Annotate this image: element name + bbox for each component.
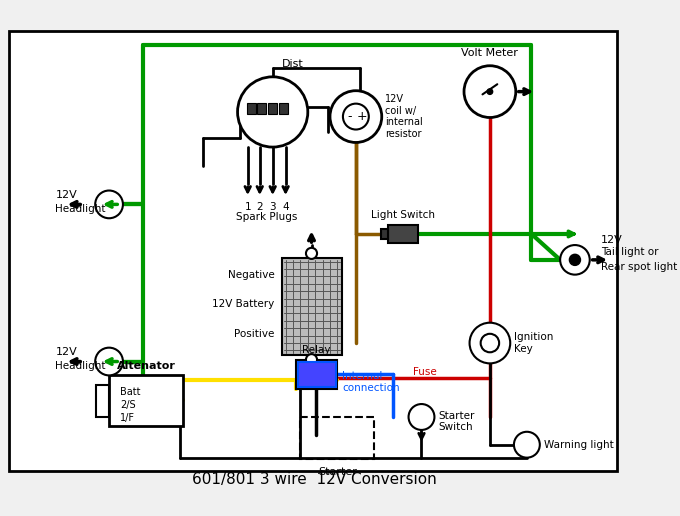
- Text: 12V Battery: 12V Battery: [212, 299, 275, 309]
- Circle shape: [95, 348, 123, 376]
- Text: Internal
connection: Internal connection: [342, 371, 400, 393]
- Bar: [268, 103, 277, 114]
- Text: 12V
coil w/
internal
resistor: 12V coil w/ internal resistor: [386, 94, 423, 139]
- Circle shape: [470, 322, 510, 363]
- Text: Batt: Batt: [120, 387, 141, 397]
- Bar: [247, 103, 256, 114]
- Text: 4: 4: [282, 202, 289, 212]
- Text: Volt Meter: Volt Meter: [462, 48, 518, 58]
- Circle shape: [306, 248, 317, 259]
- Circle shape: [343, 104, 369, 130]
- Text: Warning light: Warning light: [543, 440, 613, 450]
- Text: Starter: Starter: [318, 466, 357, 476]
- Text: Spark Plugs: Spark Plugs: [235, 212, 297, 222]
- Circle shape: [487, 89, 493, 94]
- Text: 12V: 12V: [601, 234, 623, 245]
- Text: Starter
Switch: Starter Switch: [438, 411, 475, 432]
- Text: 2/S: 2/S: [120, 400, 136, 410]
- Bar: [296, 360, 337, 389]
- Text: Headlight: Headlight: [56, 361, 106, 371]
- Text: Altenator: Altenator: [116, 361, 175, 371]
- Bar: [388, 225, 418, 243]
- Text: Rear spot light: Rear spot light: [601, 262, 677, 272]
- Text: Tail light or: Tail light or: [601, 248, 658, 257]
- Bar: [96, 384, 109, 417]
- Bar: [381, 229, 388, 238]
- Text: Positive: Positive: [234, 329, 275, 339]
- Circle shape: [560, 245, 590, 275]
- Circle shape: [481, 334, 499, 352]
- Bar: [301, 417, 375, 459]
- Circle shape: [330, 91, 381, 142]
- Bar: [279, 103, 288, 114]
- Text: 3: 3: [269, 202, 276, 212]
- Text: Dist: Dist: [282, 59, 304, 69]
- Bar: [298, 362, 335, 388]
- Bar: [257, 103, 266, 114]
- Text: Light Switch: Light Switch: [371, 211, 435, 220]
- Bar: [109, 376, 183, 426]
- Circle shape: [464, 66, 516, 118]
- Text: 1: 1: [244, 202, 251, 212]
- Text: 601/801 3 wire  12V Conversion: 601/801 3 wire 12V Conversion: [192, 472, 437, 487]
- Text: Headlight: Headlight: [56, 204, 106, 214]
- Circle shape: [237, 77, 308, 147]
- Circle shape: [569, 254, 581, 265]
- Text: Relay: Relay: [302, 345, 330, 356]
- Circle shape: [514, 432, 540, 458]
- Text: 2: 2: [256, 202, 263, 212]
- Bar: [282, 258, 342, 355]
- Text: -: -: [347, 110, 352, 123]
- Text: 1/F: 1/F: [120, 413, 135, 423]
- Circle shape: [306, 354, 317, 365]
- Text: 12V: 12V: [56, 190, 78, 200]
- Text: Negative: Negative: [228, 270, 275, 280]
- Circle shape: [95, 190, 123, 218]
- Text: 12V: 12V: [56, 347, 78, 357]
- Circle shape: [409, 404, 435, 430]
- Text: +: +: [357, 110, 368, 123]
- Text: Ignition
Key: Ignition Key: [514, 332, 554, 354]
- Text: Fuse: Fuse: [413, 367, 437, 377]
